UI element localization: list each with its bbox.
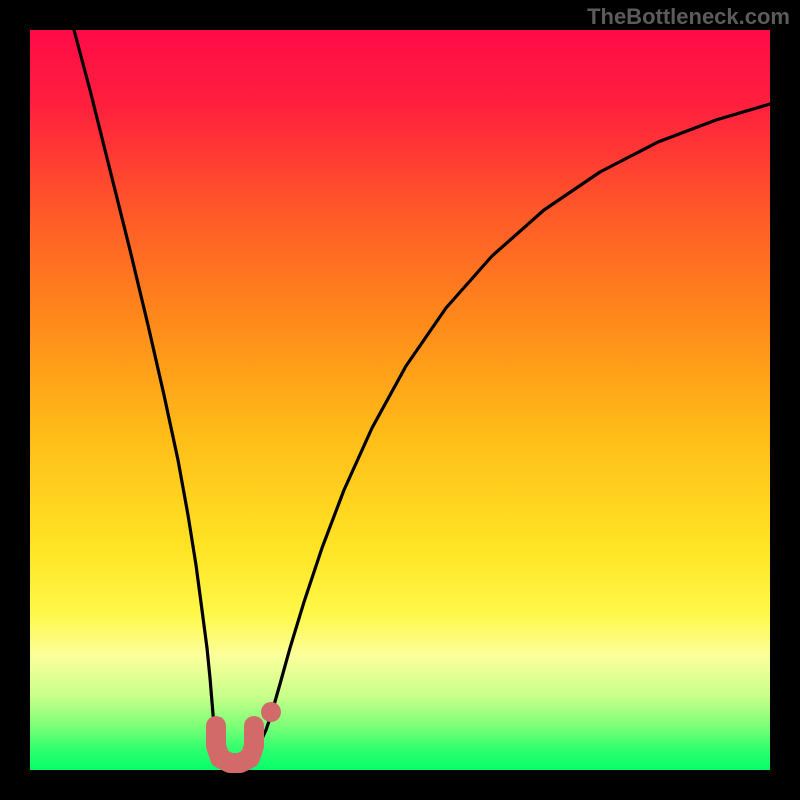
chart-canvas: TheBottleneck.com [0, 0, 800, 800]
curve-left-branch [74, 30, 238, 762]
watermark-text: TheBottleneck.com [587, 4, 790, 30]
marker-valley-u [216, 726, 254, 763]
plot-area [30, 30, 770, 770]
marker-dot-right [261, 702, 281, 722]
curve-right-branch [238, 104, 770, 762]
curves-svg [30, 30, 770, 770]
